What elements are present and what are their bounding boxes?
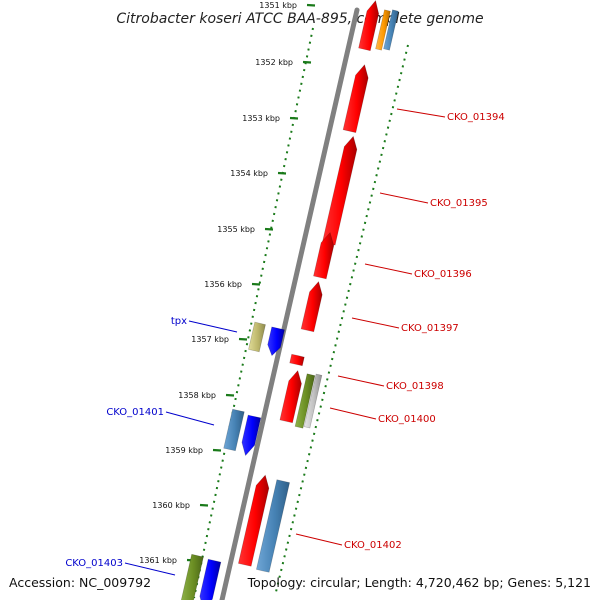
tick-mark	[277, 171, 287, 175]
tick-mark	[199, 503, 209, 507]
gene-label-cko-01401[interactable]: CKO_01401	[106, 407, 164, 418]
tick-mark	[225, 393, 235, 397]
gene-label-cko-01395[interactable]: CKO_01395	[430, 198, 488, 209]
tick-label: 1352 kbp	[255, 58, 293, 67]
tick-mark	[264, 227, 274, 231]
tick-mark	[302, 60, 312, 64]
tick-mark	[238, 337, 248, 341]
tick-mark	[251, 282, 261, 286]
leader-line-tpx	[188, 320, 238, 333]
gene-cko-01403	[199, 558, 222, 600]
gene-cko-01398-small	[289, 353, 305, 367]
tick-label: 1357 kbp	[191, 335, 229, 344]
gene-cko-01394	[342, 64, 369, 133]
leader-line-cko-01395	[379, 192, 429, 204]
outer-tick-ring	[274, 44, 409, 597]
label-group: tpx CKO_01401 CKO_01403 CKO_01394 CKO_01395 C…	[65, 108, 505, 576]
tick-label: 1354 kbp	[230, 169, 268, 178]
tick-label: 1353 kbp	[242, 114, 280, 123]
leader-line-cko-01403	[124, 562, 176, 576]
genome-backbone	[219, 7, 360, 600]
gene-steel-small	[383, 9, 399, 51]
gene-cko-01398	[279, 369, 302, 424]
tick-label: 1355 kbp	[217, 225, 255, 234]
leader-line-cko-01401	[165, 411, 215, 426]
tick-label: 1356 kbp	[204, 280, 242, 289]
gene-cko-01401-steel	[223, 408, 245, 452]
gene-label-cko-01396[interactable]: CKO_01396	[414, 269, 472, 280]
leader-line-cko-01396	[364, 263, 413, 275]
gene-cko-01401	[241, 414, 262, 457]
gene-label-cko-01400[interactable]: CKO_01400	[378, 414, 436, 425]
gene-olive-cko-01400	[294, 373, 316, 429]
gene-cko-01402-steel	[256, 479, 290, 573]
gene-cko-01402	[238, 474, 270, 567]
gene-cko-01397	[300, 280, 323, 333]
gene-grey-cko-01400	[303, 373, 323, 429]
leader-line-cko-01398	[337, 375, 385, 387]
tick-group: 1351 kbp 1352 kbp 1353 kbp 1354 kbp 1355 kbp…	[139, 1, 316, 565]
tick-label: 1361 kbp	[139, 556, 177, 565]
tick-mark	[212, 448, 222, 452]
gene-label-cko-01394[interactable]: CKO_01394	[447, 112, 505, 123]
gene-cko-01393	[358, 0, 380, 52]
tick-label: 1358 kbp	[178, 391, 216, 400]
gene-cko-01395	[322, 135, 358, 246]
gene-cko-01396	[313, 231, 335, 280]
gene-tpx	[267, 326, 285, 357]
gene-label-cko-01403[interactable]: CKO_01403	[65, 558, 123, 569]
map-title: Citrobacter koseri ATCC BAA-895, complet…	[116, 11, 483, 27]
gene-label-cko-01402[interactable]: CKO_01402	[344, 540, 402, 551]
tick-label: 1359 kbp	[165, 446, 203, 455]
tick-mark	[289, 116, 299, 120]
tick-label: 1360 kbp	[152, 501, 190, 510]
topology-text: Topology: circular; Length: 4,720,462 bp…	[247, 575, 591, 590]
gene-group	[180, 0, 399, 600]
gene-cko-01403-olive	[180, 553, 204, 600]
leader-line-cko-01394	[396, 108, 446, 118]
leader-line-cko-01400	[329, 407, 377, 420]
leader-line-cko-01402	[295, 533, 343, 546]
tick-mark	[306, 3, 316, 7]
gene-label-cko-01398[interactable]: CKO_01398	[386, 381, 444, 392]
tick-label: 1351 kbp	[259, 1, 297, 10]
gene-label-tpx[interactable]: tpx	[171, 316, 187, 327]
leader-line-cko-01397	[351, 317, 400, 329]
gene-orange	[375, 9, 391, 51]
gene-label-cko-01397[interactable]: CKO_01397	[401, 323, 459, 334]
gene-tpx-khaki	[248, 321, 266, 353]
accession-text: Accession: NC_009792	[9, 575, 152, 590]
